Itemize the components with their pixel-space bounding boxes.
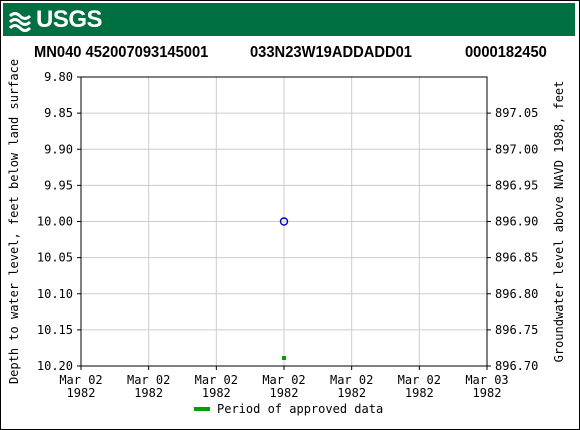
y2-tick-label: 896.95 [495,178,538,192]
grid-lines [81,77,487,366]
x-tick-label: Mar 02 [59,373,102,387]
x-tick-year: 1982 [337,386,366,400]
site-id: MN040 452007093145001 [34,44,209,61]
legend-swatch [194,407,210,411]
x-tick-year: 1982 [405,386,434,400]
y-tick-label: 9.85 [44,106,73,120]
x-tick-label: Mar 02 [195,373,238,387]
y2-tick-label: 896.80 [495,287,538,301]
usgs-logo-text: USGS [36,6,103,33]
y-tick-label: 10.20 [37,359,73,373]
y2-tick-label: 896.85 [495,251,538,265]
y-tick-label: 10.15 [37,323,73,337]
y2-axis-ticks: 897.05 897.00 896.95 896.90 896.85 896.80 896.… [487,106,538,373]
y2-axis-label: Groundwater level above NAVD 1988, feet [552,81,566,363]
y2-tick-label: 897.00 [495,142,538,156]
location-id: 033N23W19ADDADD01 [250,44,412,61]
approved-period-mark [282,356,286,360]
y-tick-label: 10.05 [37,251,73,265]
x-tick-year: 1982 [202,386,231,400]
y2-tick-label: 896.90 [495,215,538,229]
data-marks [279,217,289,360]
x-tick-label: Mar 02 [330,373,373,387]
x-tick-label: Mar 02 [262,373,305,387]
usgs-wave-icon [9,12,32,32]
y-tick-label: 10.10 [37,287,73,301]
y-tick-label: 9.90 [44,142,73,156]
usgs-header-bar: USGS [3,3,575,36]
y-axis-ticks: 9.80 9.85 9.90 9.95 10.00 10.05 10.10 10.15 10.2… [37,70,81,373]
data-point [279,217,289,226]
x-tick-year: 1982 [270,386,299,400]
y-axis-label: Depth to water level, feet below land su… [7,59,21,384]
y2-tick-label: 897.05 [495,106,538,120]
y2-tick-label: 896.70 [495,359,538,373]
x-tick-label: Mar 02 [127,373,170,387]
x-tick-label: Mar 03 [465,373,508,387]
y-tick-label: 9.80 [44,70,73,84]
x-tick-year: 1982 [473,386,502,400]
y-tick-label: 10.00 [37,215,73,229]
legend-label: Period of approved data [217,402,383,416]
legend: Period of approved data [194,402,383,416]
x-tick-year: 1982 [134,386,163,400]
y2-tick-label: 896.75 [495,323,538,337]
station-number: 0000182450 [465,44,547,61]
x-tick-label: Mar 02 [398,373,441,387]
y-tick-label: 9.95 [44,178,73,192]
usgs-logo: USGS [9,6,103,33]
x-tick-year: 1982 [67,386,96,400]
